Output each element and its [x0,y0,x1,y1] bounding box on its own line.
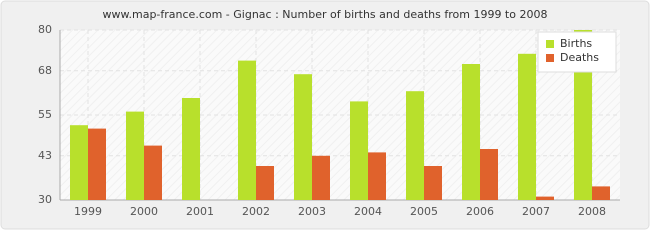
y-tick-label: 30 [38,193,52,206]
x-tick-label: 2006 [466,205,494,218]
bar [462,64,480,200]
legend-label: Deaths [560,51,599,64]
bar [312,155,330,200]
bar [368,152,386,200]
chart-title: www.map-france.com - Gignac : Number of … [103,8,548,21]
x-tick-label: 2004 [354,205,382,218]
y-tick-label: 68 [38,64,52,77]
bar [592,186,610,200]
bar [406,91,424,200]
x-tick-label: 2007 [522,205,550,218]
bar [88,128,106,200]
bar [518,53,536,200]
x-tick-label: 1999 [74,205,102,218]
bar [238,60,256,200]
legend-box [537,31,617,73]
bar [70,125,88,200]
chart: www.map-france.com - Gignac : Number of … [0,0,650,230]
bar [126,111,144,200]
x-tick-label: 2001 [186,205,214,218]
x-tick-label: 2002 [242,205,270,218]
bar [350,101,368,200]
legend-swatch [546,54,554,62]
y-tick-label: 80 [38,23,52,36]
bar [294,74,312,200]
page: www.map-france.com - Gignac : Number of … [0,0,650,230]
legend-label: Births [560,37,592,50]
y-tick-label: 55 [38,108,52,121]
bar [480,149,498,200]
bar [182,98,200,200]
bar [144,145,162,200]
legend-swatch [546,40,554,48]
x-tick-label: 2000 [130,205,158,218]
bar [256,166,274,200]
x-tick-label: 2005 [410,205,438,218]
bar [536,196,554,200]
bar [424,166,442,200]
x-tick-label: 2008 [578,205,606,218]
x-tick-label: 2003 [298,205,326,218]
y-tick-label: 43 [38,149,52,162]
